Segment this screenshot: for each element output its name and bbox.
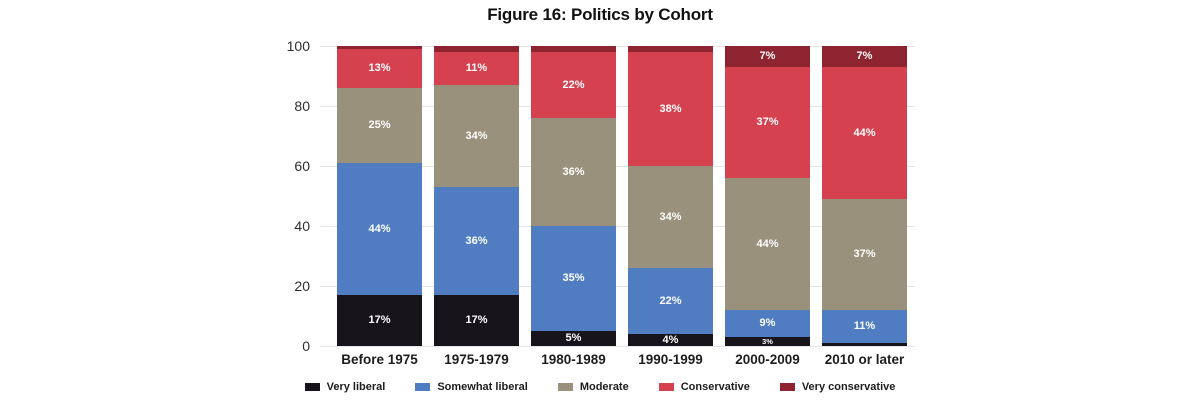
legend-label: Very conservative [801,381,896,393]
bar-segment-label: 37% [756,116,779,128]
legend-swatch [779,383,795,391]
bar-segment-label: 7% [856,50,873,62]
bar-segment-label: 17% [368,314,391,326]
bar: 5% 35% 36% 22% [531,46,616,346]
bar-segment: 37% [725,67,810,178]
bar-segment: 25% [337,88,422,163]
bar-segment [434,46,519,52]
bar-segment: 44% [725,178,810,310]
bar-segment: 36% [531,118,616,226]
bar-segment-label: 37% [853,248,876,260]
bar-segment-label: 7% [759,50,776,62]
bar-segment: 11% [434,52,519,85]
bar-segment: 36% [434,187,519,295]
bar-segment [337,46,422,49]
bar-segment-label: 44% [756,237,779,250]
bar-segment: 44% [822,67,907,199]
bar-segment [628,46,713,52]
legend-swatch [415,383,431,391]
y-axis-tick-label: 60 [294,158,310,174]
legend-item: Somewhat liberal [415,381,528,393]
y-axis-tick-label: 40 [294,218,310,234]
bar: 11% 37% 44% 7% [822,46,907,346]
gridline [320,225,915,227]
bar-segment: 11% [822,310,907,343]
gridline [320,165,915,167]
legend: Very liberal Somewhat liberal Moderate Cons… [0,381,1200,393]
legend-label: Conservative [680,381,750,393]
bar: 17% 36% 34% 11% [434,46,519,346]
bar: 3% 9% 44% 37% 7% [725,46,810,346]
bar-segment-label: 34% [465,129,488,142]
bar-segment-label: 4% [662,333,679,346]
x-axis-category-label: 1990-1999 [638,352,703,367]
x-axis-category-label: 1980-1989 [541,352,606,367]
x-axis-category-label: 2010 or later [824,352,905,367]
bar-segment-label: 17% [465,314,488,326]
bar-segment-label: 22% [562,78,585,91]
bar-segment-label: 44% [368,222,391,235]
bar-segment-label: 22% [659,294,682,307]
bar-segment: 44% [337,163,422,295]
bar-segment: 5% [531,331,616,346]
bar-segment: 17% [337,295,422,346]
bar-segment-label: 34% [659,210,682,223]
legend-item: Very liberal [304,381,386,393]
x-axis-category-label: 1975-1979 [444,352,509,367]
bar: 4% 22% 34% 38% [628,46,713,346]
bar-segment-label: 36% [562,165,585,178]
bar-segment-label: 3% [762,336,773,346]
bar-segment-label: 13% [368,62,391,74]
bar-segment: 37% [822,199,907,310]
gridline [320,345,915,347]
bar-segment-label: 9% [759,317,776,329]
legend-label: Somewhat liberal [437,381,528,393]
y-axis-tick-label: 80 [294,98,310,114]
bar-segment-label: 36% [465,234,488,247]
bar-segment: 7% [725,46,810,67]
legend-item: Moderate [557,381,629,393]
bar-segment-label: 38% [659,102,682,115]
bar-segment-label: 11% [465,62,488,74]
x-axis-category-label: Before 1975 [341,352,418,367]
bar: 17% 44% 25% 13% [337,46,422,346]
bar-segment-label: 35% [562,272,585,284]
legend-swatch [658,383,674,391]
bar-segment: 4% [628,334,713,346]
bar-segment: 22% [531,52,616,118]
bar-segment-label: 5% [565,332,582,344]
gridline [320,105,915,107]
gridline [320,285,915,287]
bar-segment [822,343,907,346]
y-axis-tick-label: 0 [302,338,310,354]
legend-swatch [304,383,320,391]
plot-area: 17% 44% 25% 13% 17% 36% 34% 11% 5% 35% 36% 22% 4% 22%… [320,45,915,347]
x-axis-category-label: 2000-2009 [735,352,800,367]
bar-segment: 35% [531,226,616,331]
gridline [320,45,915,47]
bar-segment: 13% [337,49,422,88]
bar-segment: 34% [628,166,713,268]
bar-segment: 9% [725,310,810,337]
bar-segment: 3% [725,337,810,346]
bar-segment: 7% [822,46,907,67]
bar-segment: 34% [434,85,519,187]
bar-segment-label: 25% [368,119,391,131]
bar-segment-label: 11% [853,320,876,332]
legend-swatch [557,383,573,391]
legend-label: Moderate [579,381,629,393]
bar-segment-label: 44% [853,126,876,139]
bar-segment: 38% [628,52,713,166]
legend-label: Very liberal [326,381,386,393]
y-axis-tick-label: 100 [286,38,310,54]
y-axis-tick-label: 20 [294,278,310,294]
bar-segment: 17% [434,295,519,346]
chart-title: Figure 16: Politics by Cohort [487,5,713,24]
legend-item: Very conservative [779,381,896,393]
bar-segment: 22% [628,268,713,334]
legend-item: Conservative [658,381,750,393]
bar-segment [531,46,616,52]
